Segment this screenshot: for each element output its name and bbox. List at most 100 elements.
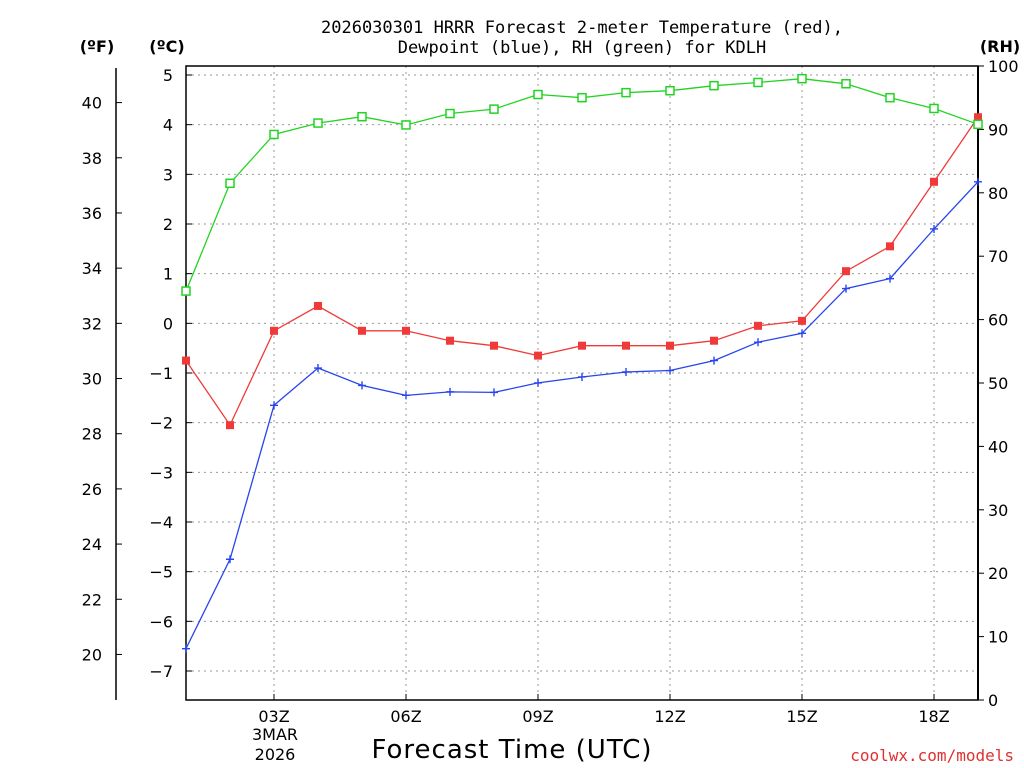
rh-point: [973, 119, 983, 130]
celsius-tick-label: −7: [149, 662, 173, 681]
dewpoint-point: [886, 274, 894, 283]
celsius-tick-label: 5: [163, 66, 173, 85]
dewpoint-point: [578, 372, 586, 381]
rh-tick-label: 70: [988, 247, 1008, 266]
x-axis-title: Forecast Time (UTC): [371, 735, 652, 765]
dewpoint-point: [754, 338, 762, 347]
fahrenheit-tick-label: 38: [82, 149, 102, 168]
dewpoint-point: [666, 366, 674, 375]
dewpoint-point: [358, 381, 366, 390]
fahrenheit-tick-label: 24: [82, 535, 102, 554]
rh-point: [401, 120, 411, 130]
fahrenheit-tick-label: 30: [82, 370, 102, 389]
temperature-point: [270, 326, 278, 335]
celsius-tick-label: 1: [163, 265, 173, 284]
dewpoint-point: [490, 388, 498, 397]
x-tick-label: 15Z: [786, 707, 817, 726]
dewpoint-point: [534, 378, 542, 387]
x-tick-label: 12Z: [654, 707, 685, 726]
rh-point: [709, 80, 719, 91]
rh-tick-label: 30: [988, 501, 1008, 520]
dewpoint-line: [185, 181, 979, 649]
x-tick-label: 06Z: [390, 707, 421, 726]
x-tick-label: 09Z: [522, 707, 553, 726]
rh-tick-label: 90: [988, 120, 1008, 139]
temperature-point: [578, 341, 586, 350]
chart-title-line-1: 2026030301 HRRR Forecast 2-meter Tempera…: [321, 18, 843, 38]
temperature-point: [226, 421, 234, 430]
celsius-tick-label: 3: [163, 165, 173, 184]
fahrenheit-tick-label: 20: [82, 645, 102, 664]
date-month-label: 3MAR: [252, 725, 298, 744]
dewpoint-point: [226, 555, 234, 564]
temperature-point: [446, 336, 454, 345]
date-year-label: 2026: [255, 745, 296, 764]
rh-tick-label: 100: [988, 57, 1019, 76]
x-tick-label: 18Z: [918, 707, 949, 726]
rh-point: [269, 129, 279, 140]
rh-line: [185, 78, 979, 292]
celsius-tick-label: −5: [149, 563, 173, 582]
dewpoint-point: [798, 329, 806, 338]
celsius-unit-label: (ºC): [149, 37, 184, 56]
celsius-tick-label: −6: [149, 612, 173, 631]
fahrenheit-tick-label: 28: [82, 425, 102, 444]
rh-point: [533, 89, 543, 100]
dewpoint-point: [446, 387, 454, 396]
temperature-point: [930, 177, 938, 186]
rh-point: [797, 73, 807, 84]
temperature-point: [974, 113, 982, 122]
rh-point: [621, 87, 631, 98]
data-series: [181, 73, 983, 653]
celsius-tick-label: 0: [163, 314, 173, 333]
rh-point: [841, 79, 851, 89]
rh-point: [577, 92, 587, 103]
celsius-tick-label: 2: [163, 215, 173, 234]
dewpoint-series: [182, 177, 982, 653]
x-tick-label: 03Z: [258, 707, 289, 726]
temperature-point: [534, 351, 542, 360]
fahrenheit-tick-label: 26: [82, 480, 102, 499]
temperature-point: [314, 301, 322, 310]
temperature-series: [182, 113, 982, 430]
dewpoint-point: [314, 364, 322, 373]
rh-point: [181, 286, 191, 296]
fahrenheit-tick-label: 36: [82, 204, 102, 223]
rh-tick-label: 20: [988, 564, 1008, 583]
source-credit: coolwx.com/models: [850, 746, 1014, 765]
rh-point: [357, 111, 367, 122]
grid-lines: [186, 66, 978, 700]
fahrenheit-tick-label: 34: [82, 259, 102, 278]
temperature-point: [358, 326, 366, 335]
temperature-point: [182, 356, 190, 365]
rh-point: [665, 85, 675, 96]
temperature-point: [622, 341, 630, 350]
dewpoint-point: [182, 644, 190, 653]
fahrenheit-tick-label: 40: [82, 94, 102, 113]
fahrenheit-tick-label: 32: [82, 314, 102, 333]
celsius-tick-label: −2: [149, 414, 173, 433]
plot-frame: [185, 65, 979, 701]
rh-tick-label: 60: [988, 311, 1008, 330]
celsius-tick-label: −1: [149, 364, 173, 383]
chart-title-line-2: Dewpoint (blue), RH (green) for KDLH: [398, 38, 766, 58]
rh-point: [929, 103, 939, 114]
temperature-point: [886, 242, 894, 251]
temperature-point: [402, 326, 410, 335]
fahrenheit-tick-label: 22: [82, 590, 102, 609]
rh-tick-label: 80: [988, 184, 1008, 203]
temperature-point: [754, 321, 762, 330]
rh-tick-label: 0: [988, 691, 998, 710]
celsius-tick-label: −3: [149, 463, 173, 482]
temperature-point: [666, 341, 674, 350]
rh-series: [181, 73, 983, 296]
dewpoint-point: [710, 356, 718, 365]
rh-point: [885, 92, 895, 103]
temperature-point: [842, 267, 850, 276]
dewpoint-point: [622, 368, 630, 377]
fahrenheit-unit-label: (ºF): [80, 37, 115, 56]
celsius-tick-label: 4: [163, 116, 173, 135]
rh-point: [753, 77, 763, 88]
rh-unit-label: (RH): [980, 37, 1020, 56]
